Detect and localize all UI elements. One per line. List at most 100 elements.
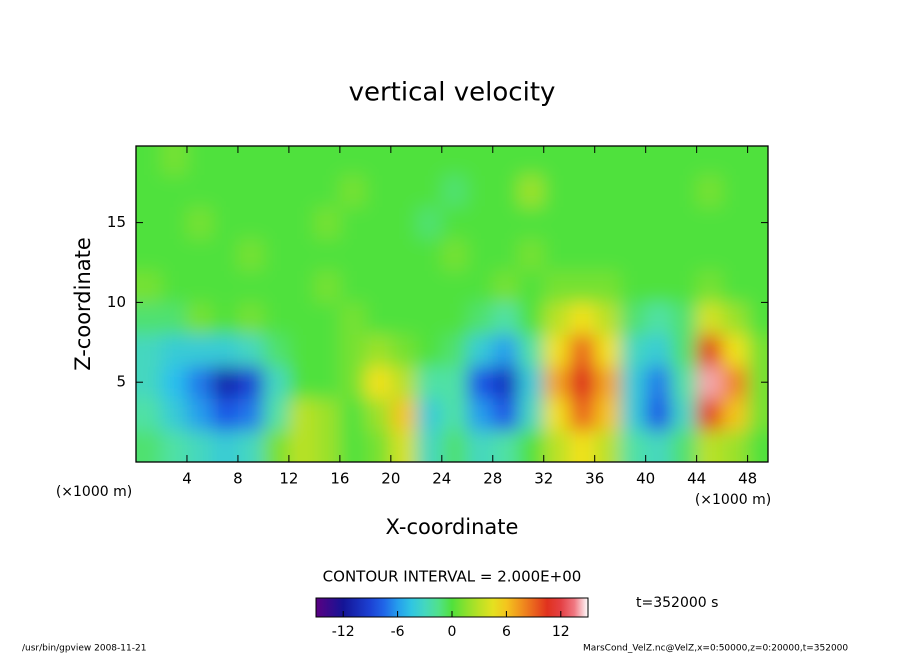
cell (620, 238, 647, 271)
cell (288, 270, 315, 303)
cell (620, 174, 647, 208)
cell (212, 174, 239, 208)
cell (747, 270, 768, 303)
cell (339, 302, 366, 335)
cell (467, 430, 494, 462)
cell (722, 206, 749, 240)
cell (518, 430, 545, 462)
cell (212, 238, 239, 271)
cell (186, 146, 213, 176)
cell (416, 238, 443, 271)
cell (492, 430, 519, 462)
cell (186, 174, 213, 208)
cell (696, 146, 723, 176)
cell (212, 146, 239, 176)
cell (263, 366, 290, 399)
cell (467, 366, 494, 399)
cell (645, 430, 672, 462)
cell (186, 270, 213, 303)
cell (620, 270, 647, 303)
cell (365, 146, 392, 176)
colorbar-tick-label: 6 (502, 624, 511, 640)
cell (543, 270, 570, 303)
y-tick-label: 5 (116, 373, 126, 391)
cell (339, 206, 366, 240)
cell (594, 146, 621, 176)
cell (747, 430, 768, 462)
cell (747, 238, 768, 271)
cell (288, 302, 315, 335)
cell (441, 398, 468, 431)
cell (671, 238, 698, 271)
cell (390, 302, 417, 335)
cell (722, 398, 749, 431)
cell (620, 302, 647, 335)
cell (722, 270, 749, 303)
cell (441, 270, 468, 303)
cell (594, 398, 621, 431)
cell (671, 302, 698, 335)
cell (441, 238, 468, 271)
y-unit: (×1000 m) (56, 484, 132, 500)
cell (161, 302, 188, 335)
cell (569, 238, 596, 271)
cell (136, 430, 162, 462)
cell (441, 174, 468, 208)
cell (594, 174, 621, 208)
cell (645, 206, 672, 240)
cell (696, 238, 723, 271)
cell (288, 174, 315, 208)
cell (569, 366, 596, 399)
cell (441, 430, 468, 462)
cell (186, 334, 213, 367)
cell (263, 270, 290, 303)
cell (722, 238, 749, 271)
cell (594, 430, 621, 462)
cell (212, 334, 239, 367)
cell (569, 146, 596, 176)
cell (314, 146, 341, 176)
cell (339, 334, 366, 367)
cell (722, 174, 749, 208)
cell (543, 174, 570, 208)
cell (339, 430, 366, 462)
field (136, 146, 768, 462)
cell (390, 334, 417, 367)
cell (671, 270, 698, 303)
colorbar-tick-label: -6 (391, 624, 405, 640)
cell (620, 146, 647, 176)
cell (620, 366, 647, 399)
x-tick-label: 32 (534, 470, 553, 488)
y-tick-label: 15 (107, 213, 126, 231)
cell (518, 146, 545, 176)
cell (492, 146, 519, 176)
cell (441, 334, 468, 367)
cell (390, 146, 417, 176)
cell (186, 398, 213, 431)
cell (288, 366, 315, 399)
cell (696, 270, 723, 303)
cell (263, 334, 290, 367)
cell (339, 398, 366, 431)
cell (518, 302, 545, 335)
cell (416, 398, 443, 431)
cell (492, 334, 519, 367)
cell (747, 302, 768, 335)
cell (467, 174, 494, 208)
chart-title: vertical velocity (349, 78, 556, 108)
cell (620, 206, 647, 240)
cell (288, 206, 315, 240)
cell (161, 430, 188, 462)
cell (696, 398, 723, 431)
cell (518, 206, 545, 240)
cell (594, 270, 621, 303)
cell (747, 366, 768, 399)
cell (339, 270, 366, 303)
cell (390, 398, 417, 431)
cell (518, 366, 545, 399)
cell (136, 398, 162, 431)
cell (136, 334, 162, 367)
cell (747, 174, 768, 208)
cell (620, 430, 647, 462)
